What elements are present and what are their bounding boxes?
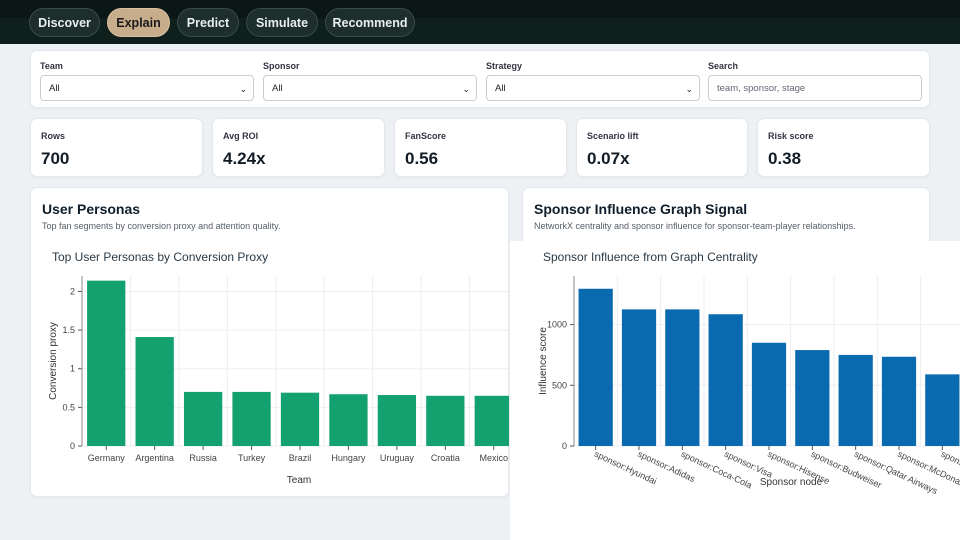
y-axis-title: Conversion proxy [48, 322, 59, 400]
strategy-select-value: All [495, 82, 506, 94]
y-axis-title: Influence score [538, 327, 549, 395]
top-nav-strip [0, 0, 960, 18]
filter-bar: Team All ⌄ Sponsor All ⌄ Strategy All ⌄ … [30, 50, 930, 108]
kpi-card-rows: Rows 700 [30, 118, 203, 177]
panel-title: Sponsor Influence Graph Signal [534, 201, 748, 217]
kpi-value: 0.07x [587, 149, 630, 168]
bar [377, 395, 417, 446]
x-tick-label: Argentina [135, 453, 174, 463]
kpi-label: Avg ROI [223, 131, 259, 141]
bar [578, 288, 613, 446]
search-label: Search [708, 61, 739, 71]
x-tick-label: Uruguay [380, 453, 415, 463]
panel-title: User Personas [42, 201, 141, 217]
chevron-down-icon: ⌄ [462, 84, 470, 94]
bar [426, 395, 465, 446]
tab-explain[interactable]: Explain [107, 8, 170, 37]
bar [183, 391, 223, 446]
sponsor-select-value: All [272, 82, 283, 94]
x-tick-label: Turkey [238, 453, 266, 463]
x-tick-label: Hungary [331, 453, 366, 463]
x-axis-title: Team [287, 475, 311, 486]
bar [280, 392, 320, 446]
kpi-label: Scenario lift [587, 131, 639, 141]
tab-simulate[interactable]: Simulate [246, 8, 318, 37]
y-tick-label: 1 [70, 364, 75, 374]
x-axis-title: Sponsor node [760, 477, 823, 488]
y-tick-label: 0 [562, 441, 567, 451]
top-nav-bar: Discover Explain Predict Simulate Recomm… [0, 0, 960, 44]
kpi-value: 700 [41, 149, 70, 168]
x-tick-label: Mexico [480, 453, 509, 463]
influence-bar-chart: 05001000sponsor:Hyundaisponsor:Adidasspo… [538, 276, 960, 495]
y-tick-label: 0 [70, 441, 75, 451]
bar [87, 280, 126, 446]
x-tick-label: Brazil [289, 453, 312, 463]
kpi-label: Risk score [768, 131, 814, 141]
x-tick-label: Germany [88, 453, 126, 463]
kpi-value: 4.24x [223, 149, 266, 168]
kpi-label: FanScore [405, 131, 447, 141]
bar [665, 309, 700, 446]
y-tick-label: 2 [70, 286, 75, 296]
team-filter-label: Team [40, 61, 63, 71]
bar [881, 356, 917, 446]
bar [135, 337, 174, 446]
kpi-value: 0.56 [405, 149, 439, 168]
personas-chart-title: Top User Personas by Conversion Proxy [52, 250, 269, 264]
bar [329, 394, 368, 446]
chevron-down-icon: ⌄ [685, 84, 693, 94]
bar [621, 309, 657, 446]
sponsor-select[interactable]: All ⌄ [263, 75, 477, 101]
strategy-select[interactable]: All ⌄ [486, 75, 700, 101]
kpi-card-fanscore: FanScore 0.56 [394, 118, 567, 177]
bar [838, 354, 873, 446]
y-tick-label: 500 [552, 380, 567, 390]
panel-subtitle: NetworkX centrality and sponsor influenc… [534, 221, 856, 231]
bar [708, 314, 743, 446]
bar [232, 391, 271, 446]
y-tick-label: 0.5 [62, 402, 75, 412]
kpi-card-avg-roi: Avg ROI 4.24x [212, 118, 385, 177]
tab-recommend[interactable]: Recommend [325, 8, 415, 37]
y-tick-label: 1.5 [62, 325, 75, 335]
bar [751, 342, 787, 446]
team-select-value: All [49, 82, 60, 94]
kpi-card-risk-score: Risk score 0.38 [757, 118, 930, 177]
y-tick-label: 1000 [547, 320, 567, 330]
influence-chart-title: Sponsor Influence from Graph Centrality [543, 250, 758, 264]
x-tick-label: Croatia [431, 453, 460, 463]
search-input[interactable]: team, sponsor, stage [708, 75, 922, 101]
bar [925, 374, 960, 446]
search-placeholder: team, sponsor, stage [717, 82, 806, 94]
personas-bar-chart: 0 0.5 1 1.5 2 Germany Argentina Russia Turkey Bra… [48, 276, 509, 486]
strategy-filter-label: Strategy [486, 61, 523, 71]
bar [474, 395, 509, 446]
tab-predict[interactable]: Predict [177, 8, 239, 37]
x-tick-label: Russia [189, 453, 217, 463]
panel-subtitle: Top fan segments by conversion proxy and… [42, 221, 281, 231]
chevron-down-icon: ⌄ [239, 84, 247, 94]
bar [795, 350, 830, 446]
kpi-label: Rows [41, 131, 66, 141]
kpi-value: 0.38 [768, 149, 802, 168]
tab-discover[interactable]: Discover [29, 8, 100, 37]
team-select[interactable]: All ⌄ [40, 75, 254, 101]
kpi-card-scenario-lift: Scenario lift 0.07x [576, 118, 748, 177]
sponsor-filter-label: Sponsor [263, 61, 300, 71]
